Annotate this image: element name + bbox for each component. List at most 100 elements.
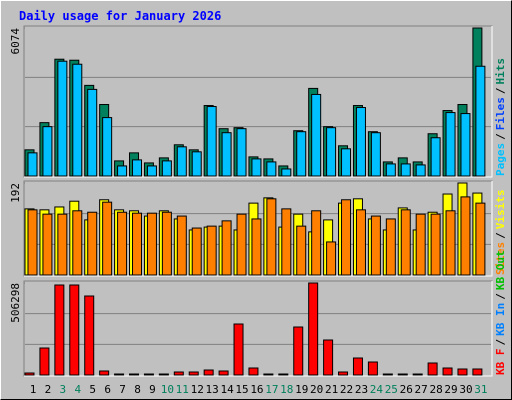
- bar: [27, 152, 38, 177]
- bar: [24, 372, 35, 376]
- bar: [69, 284, 80, 376]
- chart-title: Daily usage for January 2026: [19, 9, 221, 23]
- bar: [311, 93, 322, 177]
- legend: KB F / KB In / KB Out: [494, 250, 507, 375]
- y-tick-label: 192: [9, 183, 22, 203]
- bar: [397, 373, 408, 376]
- bar: [236, 128, 247, 177]
- x-tick-label: 25: [385, 383, 398, 396]
- bar: [311, 210, 322, 276]
- bar: [129, 373, 140, 376]
- bar: [296, 225, 307, 276]
- bar: [206, 106, 217, 177]
- bar: [427, 362, 438, 376]
- legend-entry: KB In: [494, 303, 507, 336]
- bar: [281, 168, 292, 177]
- bar: [42, 126, 53, 177]
- bar: [132, 159, 143, 177]
- bar: [221, 220, 232, 276]
- bar: [42, 213, 53, 276]
- bar: [233, 323, 244, 376]
- bar: [146, 212, 157, 276]
- legend-entry: Files: [494, 97, 507, 130]
- bar: [266, 161, 277, 177]
- x-tick-label: 30: [459, 383, 472, 396]
- bar: [326, 241, 337, 276]
- x-tick-label: 17: [265, 383, 278, 396]
- bar: [278, 373, 289, 376]
- y-tick-label: 6074: [9, 28, 22, 55]
- bar: [84, 295, 95, 376]
- bar: [382, 373, 393, 376]
- bar: [87, 211, 98, 276]
- bar: [370, 215, 381, 276]
- bar: [457, 368, 468, 376]
- bar: [415, 213, 426, 276]
- x-tick-label: 3: [60, 383, 67, 396]
- bar: [430, 213, 441, 276]
- bar: [352, 357, 363, 376]
- bar: [460, 113, 471, 177]
- bar: [460, 196, 471, 276]
- x-tick-label: 29: [444, 383, 457, 396]
- bar: [54, 284, 65, 376]
- bar: [308, 282, 319, 376]
- legend-separator: /: [494, 293, 507, 300]
- x-tick-label: 12: [191, 383, 204, 396]
- bar: [161, 160, 172, 177]
- bar: [191, 227, 202, 276]
- x-tick-label: 2: [45, 383, 52, 396]
- bar: [114, 373, 125, 376]
- bar: [367, 361, 378, 376]
- legend: Sites / Visits: [494, 190, 507, 276]
- x-tick-label: 21: [325, 383, 338, 396]
- bar: [27, 209, 38, 276]
- x-tick-label: 11: [176, 383, 189, 396]
- bar: [221, 132, 232, 177]
- x-tick-label: 26: [400, 383, 413, 396]
- x-tick-label: 24: [370, 383, 384, 396]
- x-tick-label: 8: [134, 383, 141, 396]
- x-tick-label: 7: [119, 383, 126, 396]
- bar: [326, 127, 337, 177]
- bar: [236, 213, 247, 276]
- bar: [173, 371, 184, 376]
- bar: [158, 373, 169, 376]
- bar: [266, 198, 277, 276]
- x-tick-label: 27: [415, 383, 428, 396]
- bar: [191, 151, 202, 177]
- legend-entry: Visits: [494, 190, 507, 230]
- x-tick-label: 18: [280, 383, 293, 396]
- bar: [251, 218, 262, 276]
- x-tick-label: 9: [149, 383, 156, 396]
- bar: [475, 202, 486, 276]
- bar: [203, 369, 214, 376]
- bar: [146, 165, 157, 177]
- bar: [475, 65, 486, 177]
- bar: [102, 117, 113, 177]
- bar: [415, 164, 426, 177]
- bar: [218, 370, 229, 376]
- legend-entry: Hits: [494, 58, 507, 85]
- bar: [72, 210, 83, 276]
- x-tick-label: 16: [250, 383, 263, 396]
- bar: [251, 158, 262, 177]
- bar: [370, 132, 381, 177]
- plot-area-highlight: [24, 281, 493, 377]
- plot-area-highlight: [24, 181, 493, 277]
- bar: [430, 137, 441, 177]
- legend-entry: Sites: [494, 242, 507, 275]
- bar: [117, 165, 128, 177]
- bar: [400, 163, 411, 177]
- bar: [293, 326, 304, 376]
- legend-separator: /: [494, 339, 507, 346]
- legend: Pages / Files / Hits: [494, 58, 507, 176]
- plot-area-highlight: [24, 26, 493, 178]
- x-tick-label: 5: [89, 383, 96, 396]
- bar: [143, 373, 154, 376]
- bar: [176, 215, 187, 276]
- bar: [445, 112, 456, 177]
- x-tick-label: 15: [235, 383, 248, 396]
